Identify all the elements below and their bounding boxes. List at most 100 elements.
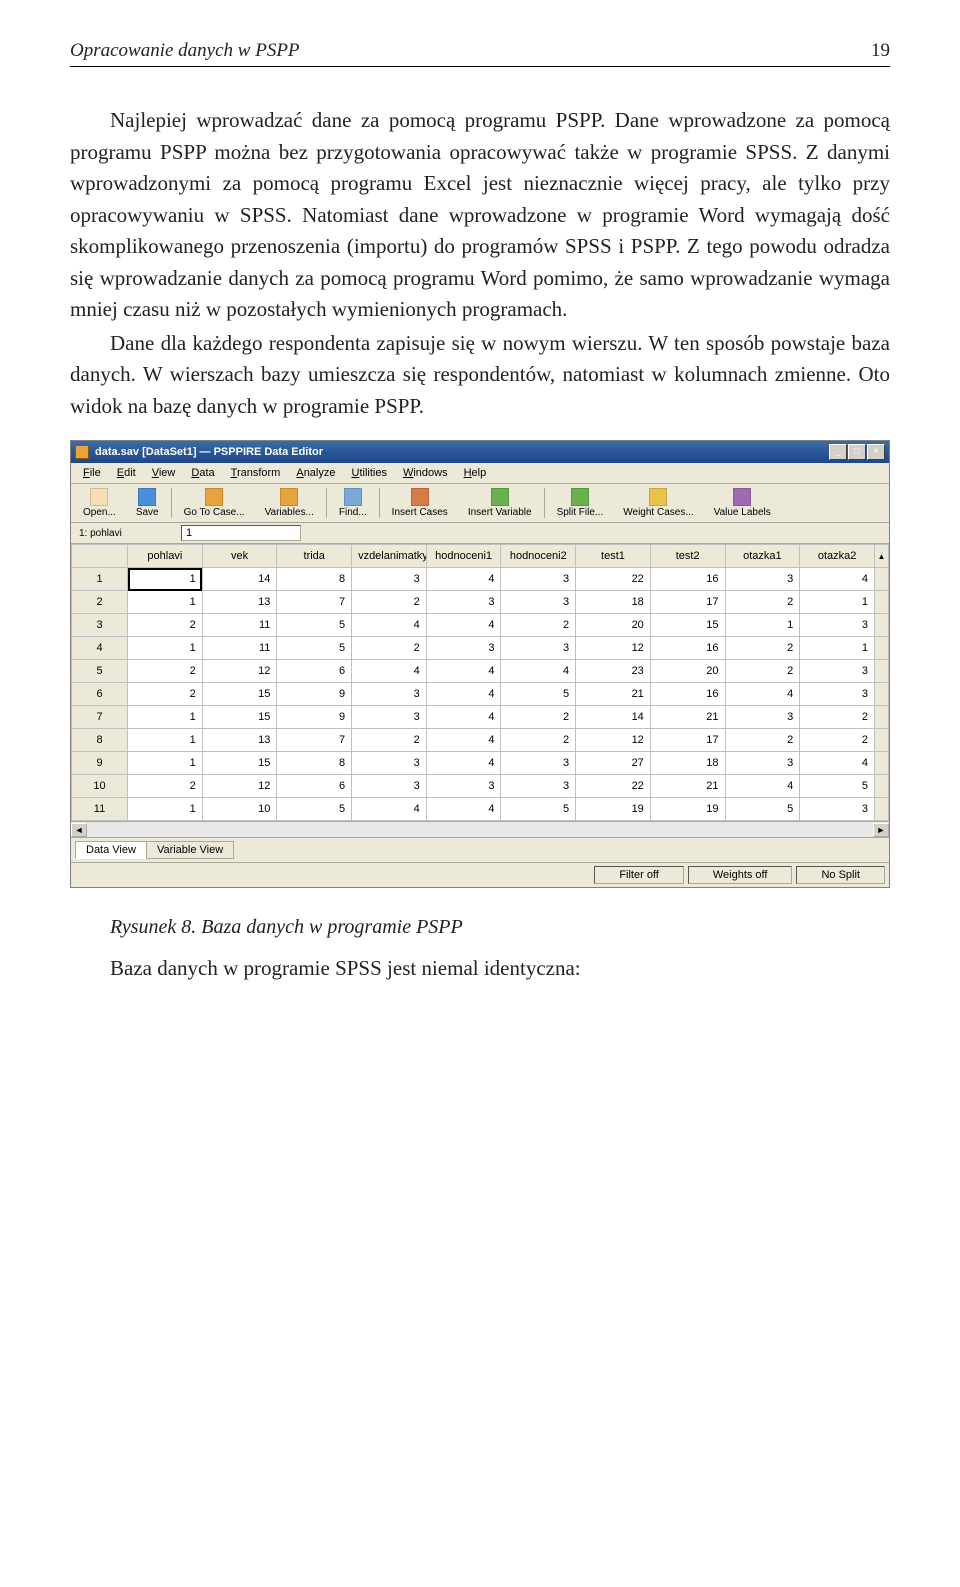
data-cell[interactable]: 1 (128, 591, 203, 614)
tab-data-view[interactable]: Data View (75, 841, 147, 859)
row-header[interactable]: 11 (72, 798, 128, 821)
toolbar-value-labels[interactable]: Value Labels (704, 486, 781, 520)
data-cell[interactable]: 8 (277, 752, 352, 775)
data-cell[interactable]: 4 (352, 660, 427, 683)
data-cell[interactable]: 12 (576, 729, 651, 752)
data-cell[interactable]: 12 (202, 775, 277, 798)
data-cell[interactable]: 1 (128, 706, 203, 729)
data-cell[interactable]: 22 (576, 775, 651, 798)
data-grid[interactable]: pohlavivektridavzdelanimatkyhodnoceni1ho… (71, 544, 889, 821)
close-button[interactable]: × (867, 444, 885, 460)
data-cell[interactable]: 15 (202, 683, 277, 706)
data-cell[interactable]: 5 (277, 614, 352, 637)
data-cell[interactable]: 8 (277, 568, 352, 591)
data-cell[interactable]: 4 (725, 775, 800, 798)
data-cell[interactable]: 1 (128, 798, 203, 821)
scroll-left-icon[interactable]: ◄ (71, 823, 87, 837)
data-cell[interactable]: 3 (352, 752, 427, 775)
horizontal-scrollbar[interactable]: ◄ ► (71, 821, 889, 837)
data-cell[interactable]: 6 (277, 775, 352, 798)
toolbar-insert-variable[interactable]: Insert Variable (458, 486, 542, 520)
row-header[interactable]: 3 (72, 614, 128, 637)
data-cell[interactable]: 1 (128, 752, 203, 775)
toolbar-insert-cases[interactable]: Insert Cases (382, 486, 458, 520)
toolbar-go-to-case[interactable]: Go To Case... (174, 486, 255, 520)
data-cell[interactable]: 2 (352, 591, 427, 614)
menu-transform[interactable]: Transform (223, 465, 289, 481)
data-cell[interactable]: 6 (277, 660, 352, 683)
data-cell[interactable]: 2 (352, 637, 427, 660)
data-cell[interactable]: 11 (202, 614, 277, 637)
scroll-track[interactable] (87, 823, 873, 837)
data-cell[interactable]: 4 (426, 683, 501, 706)
row-header[interactable]: 9 (72, 752, 128, 775)
column-header[interactable]: pohlavi (128, 545, 203, 568)
vertical-scrollbar[interactable] (875, 752, 889, 775)
row-header[interactable]: 8 (72, 729, 128, 752)
data-cell[interactable]: 5 (725, 798, 800, 821)
data-cell[interactable]: 2 (128, 660, 203, 683)
column-header[interactable]: hodnoceni1 (426, 545, 501, 568)
data-cell[interactable]: 2 (501, 614, 576, 637)
data-cell[interactable]: 4 (800, 568, 875, 591)
vertical-scrollbar[interactable] (875, 706, 889, 729)
data-cell[interactable]: 23 (576, 660, 651, 683)
data-cell[interactable]: 14 (202, 568, 277, 591)
data-cell[interactable]: 4 (426, 706, 501, 729)
data-cell[interactable]: 15 (202, 752, 277, 775)
data-cell[interactable]: 12 (202, 660, 277, 683)
row-header[interactable]: 6 (72, 683, 128, 706)
data-cell[interactable]: 3 (725, 706, 800, 729)
toolbar-save[interactable]: Save (126, 486, 169, 520)
data-cell[interactable]: 21 (650, 775, 725, 798)
data-cell[interactable]: 3 (352, 775, 427, 798)
vertical-scrollbar[interactable] (875, 614, 889, 637)
data-cell[interactable]: 3 (725, 568, 800, 591)
data-cell[interactable]: 2 (128, 775, 203, 798)
data-cell[interactable]: 11 (202, 637, 277, 660)
menu-edit[interactable]: Edit (109, 465, 144, 481)
data-cell[interactable]: 12 (576, 637, 651, 660)
scroll-right-icon[interactable]: ► (873, 823, 889, 837)
data-cell[interactable]: 4 (725, 683, 800, 706)
toolbar-find[interactable]: Find... (329, 486, 377, 520)
data-cell[interactable]: 20 (576, 614, 651, 637)
data-cell[interactable]: 16 (650, 637, 725, 660)
column-header[interactable]: trida (277, 545, 352, 568)
data-cell[interactable]: 17 (650, 729, 725, 752)
vertical-scrollbar[interactable] (875, 591, 889, 614)
menu-file[interactable]: File (75, 465, 109, 481)
data-cell[interactable]: 4 (426, 752, 501, 775)
data-cell[interactable]: 3 (426, 775, 501, 798)
data-cell[interactable]: 1 (725, 614, 800, 637)
row-header[interactable]: 2 (72, 591, 128, 614)
menu-view[interactable]: View (144, 465, 184, 481)
column-header[interactable]: vek (202, 545, 277, 568)
cell-value-input[interactable]: 1 (181, 525, 301, 541)
data-cell[interactable]: 1 (128, 637, 203, 660)
toolbar-weight-cases[interactable]: Weight Cases... (613, 486, 703, 520)
data-cell[interactable]: 15 (202, 706, 277, 729)
data-cell[interactable]: 3 (426, 591, 501, 614)
data-cell[interactable]: 22 (576, 568, 651, 591)
data-cell[interactable]: 2 (352, 729, 427, 752)
data-cell[interactable]: 19 (576, 798, 651, 821)
data-cell[interactable]: 18 (650, 752, 725, 775)
data-cell[interactable]: 3 (352, 706, 427, 729)
data-cell[interactable]: 1 (800, 637, 875, 660)
column-header[interactable]: hodnoceni2 (501, 545, 576, 568)
data-cell[interactable]: 2 (725, 637, 800, 660)
vertical-scrollbar[interactable] (875, 660, 889, 683)
data-cell[interactable]: 18 (576, 591, 651, 614)
data-cell[interactable]: 13 (202, 729, 277, 752)
maximize-button[interactable]: □ (848, 444, 866, 460)
data-cell[interactable]: 3 (501, 568, 576, 591)
data-cell[interactable]: 3 (501, 775, 576, 798)
data-cell[interactable]: 5 (501, 798, 576, 821)
data-cell[interactable]: 9 (277, 683, 352, 706)
data-cell[interactable]: 2 (800, 706, 875, 729)
column-header[interactable]: otazka2 (800, 545, 875, 568)
vertical-scrollbar[interactable] (875, 637, 889, 660)
data-cell[interactable]: 1 (800, 591, 875, 614)
data-cell[interactable]: 3 (725, 752, 800, 775)
